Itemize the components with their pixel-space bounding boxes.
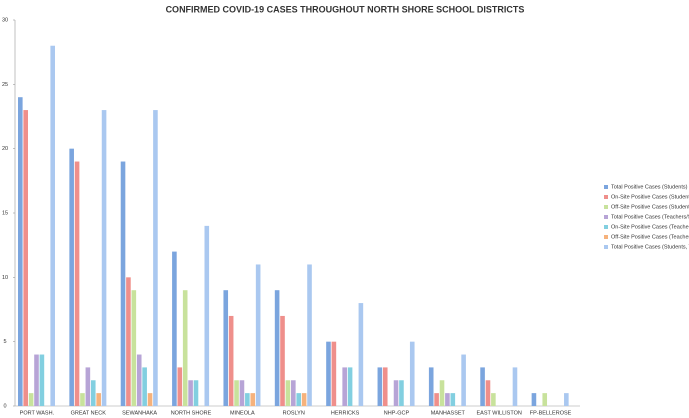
bar [485,380,491,406]
legend-swatch [604,215,608,219]
x-tick-label: FP-BELLEROSE [530,410,572,416]
x-tick-label: MINEOLA [230,410,255,416]
bar [96,393,101,406]
bar [434,393,439,406]
x-tick-label: PORT WASH. [20,410,55,416]
y-tick-label: 15 [2,210,8,216]
x-tick-label: MANHASSET [431,410,466,416]
bar [18,97,23,406]
bar [358,303,364,406]
bar [512,367,518,406]
bar [480,367,485,406]
bar [142,367,147,406]
bar [280,315,285,406]
legend-swatch [604,205,608,209]
y-tick-label: 25 [2,82,8,88]
bar [90,380,96,406]
bar [250,393,256,406]
bar [39,354,45,406]
legend-text: Off-Site Positive Cases (Students) [611,204,689,210]
bar [245,393,250,406]
legend-swatch [604,195,608,199]
bar [131,290,137,406]
y-tick-label: 0 [3,403,6,409]
bar [326,341,331,406]
bar [461,354,466,406]
bar [307,264,312,406]
x-tick-label: GREAT NECK [71,410,107,416]
bar [439,380,445,406]
y-tick-label: 30 [2,17,8,23]
bar [74,161,80,406]
bar [377,367,383,406]
bar [85,367,91,406]
bar [331,341,337,406]
bar [28,393,34,406]
x-tick-label: SEWANHAKA [122,410,157,416]
y-tick-label: 20 [2,146,8,152]
bar [274,290,280,406]
bar [193,380,199,406]
bar [126,277,131,406]
bar [301,393,307,406]
bar [69,148,74,406]
legend-swatch [604,245,608,249]
bar [204,225,210,406]
bar [291,380,296,406]
bar [50,45,55,406]
legend-text: Off-Site Positive Cases (Teachers/Staff) [611,234,689,240]
bar [491,393,496,406]
bar [101,110,107,407]
bar [409,341,415,406]
y-tick-label: 10 [2,275,8,281]
legend-text: Total Positive Cases (Students, Teachers… [611,244,689,250]
x-tick-label: ROSLYN [283,410,305,416]
bar [531,393,537,406]
legend-text: Total Positive Cases (Teachers/Staff) [611,214,689,220]
bar [120,161,126,406]
bar [255,264,261,406]
bar [445,393,450,406]
legend-text: On-Site Positive Cases (Students) [611,194,689,200]
bar [239,380,245,406]
y-tick-label: 5 [3,339,6,345]
bar [34,354,39,406]
x-tick-label: EAST WILLISTON [477,410,522,416]
bar [172,251,177,406]
bar [223,290,229,406]
bar [136,354,142,406]
x-tick-label: NORTH SHORE [171,410,212,416]
bar [428,367,434,406]
bar [234,380,239,406]
legend-text: Total Positive Cases (Students) [611,184,688,190]
bar [450,393,456,406]
x-tick-label: NHP-GCP [384,410,410,416]
legend-swatch [604,185,608,189]
bar [177,367,183,406]
bar [342,367,347,406]
bar [182,290,188,406]
bar [347,367,353,406]
bar [188,380,193,406]
legend-swatch [604,235,608,239]
chart-title: CONFIRMED COVID-19 CASES THROUGHOUT NORT… [166,4,525,14]
bar [399,380,404,406]
bar [393,380,399,406]
legend-text: On-Site Positive Cases (Teachers/Staff) [611,224,689,230]
bar [147,393,153,406]
legend-swatch [604,225,608,229]
x-tick-label: HERRICKS [331,410,360,416]
bar [153,110,158,407]
bar [285,380,291,406]
bar [382,367,388,406]
bar [542,393,548,406]
bar [228,315,234,406]
bar [80,393,85,406]
bar [564,393,569,406]
bar [23,110,28,407]
bar [296,393,302,406]
